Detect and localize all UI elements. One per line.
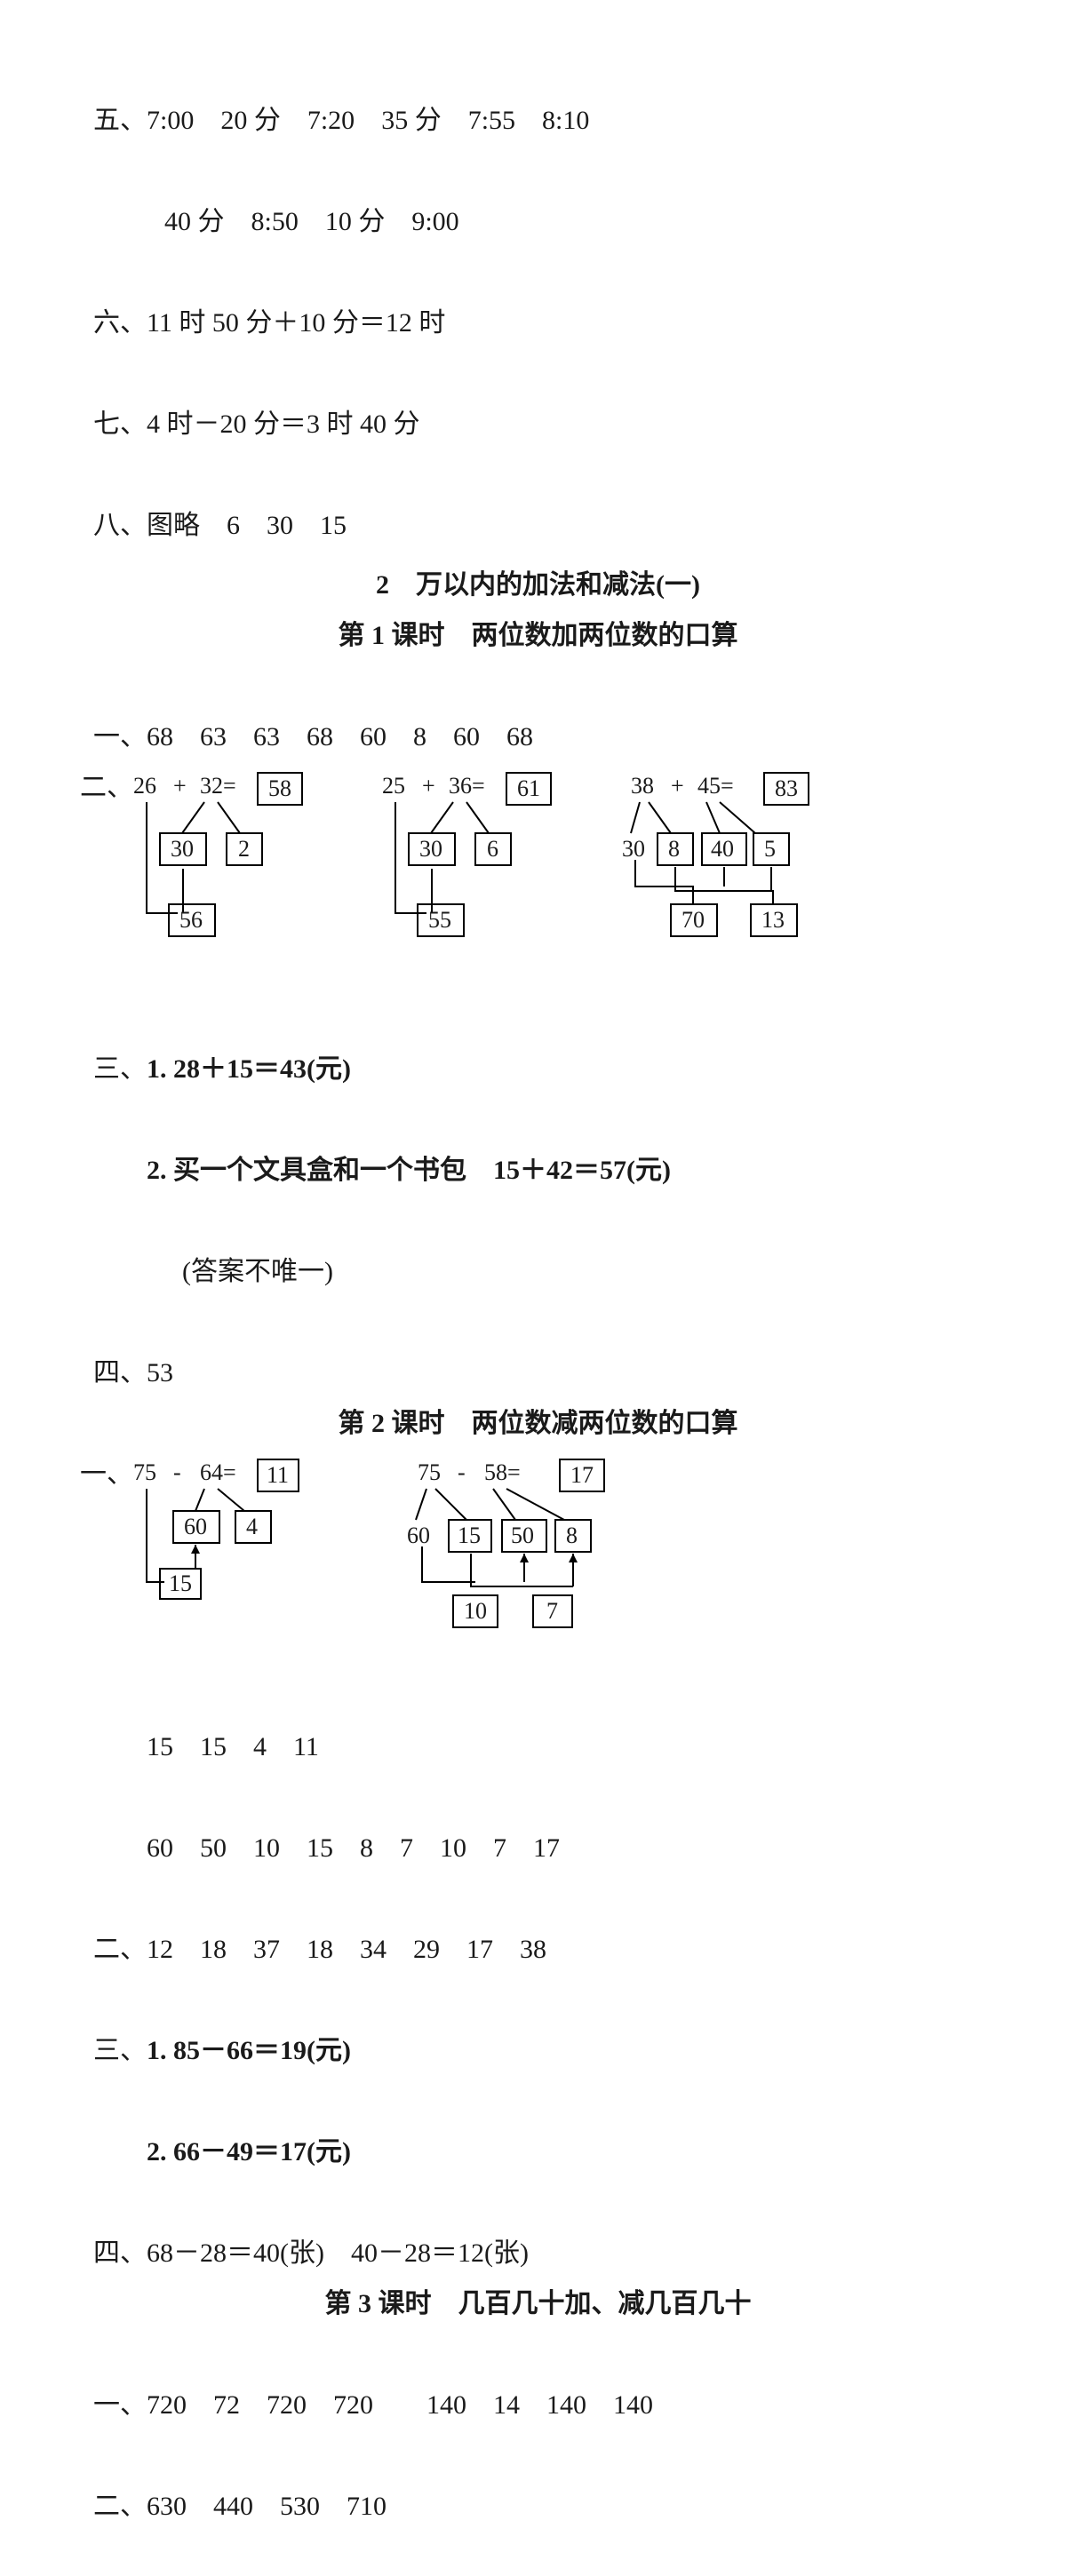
svg-text:50: 50	[511, 1523, 534, 1548]
l2-q1-d1: 75 - 64= 11 60 4 15	[133, 1458, 347, 1653]
l3-q1: 一、720 72 720 720 140 14 140 140	[80, 2329, 996, 2430]
l1-q3-p2b: (答案不唯一)	[80, 1196, 996, 1297]
svg-text:+: +	[173, 773, 187, 799]
svg-text:11: 11	[267, 1462, 289, 1488]
svg-text:13: 13	[761, 907, 785, 933]
l2-q1-d2: 75 - 58= 17 60 15 50 8 10 7	[418, 1458, 702, 1653]
l2-q1-diagrams: 75 - 64= 11 60 4 15 75 - 58= 17	[133, 1458, 702, 1653]
l1-q2-d3: 38 + 45= 83 30 8 40 5 70 13	[631, 771, 897, 975]
svg-text:55: 55	[428, 907, 451, 933]
l1-q2-label: 二、	[80, 762, 133, 813]
svg-text:64=: 64=	[200, 1459, 236, 1485]
svg-text:10: 10	[464, 1598, 487, 1624]
q7-line: 七、4 时－20 分＝3 时 40 分	[80, 348, 996, 449]
l1-q3-p1: 三、1. 28＋15＝43(元)	[80, 993, 996, 1094]
svg-text:5: 5	[764, 836, 776, 862]
l1-q2-d1: 26 + 32= 58 30 2 56	[133, 771, 347, 975]
svg-text:8: 8	[668, 836, 680, 862]
lesson3-title: 第 3 课时 几百几十加、减几百几十	[80, 2278, 996, 2329]
l3-q2-label: 二、	[93, 2492, 147, 2521]
l1-q4: 四、53	[80, 1297, 996, 1398]
svg-text:+: +	[671, 773, 684, 799]
svg-text:26: 26	[133, 773, 156, 799]
svg-text:17: 17	[570, 1462, 594, 1488]
svg-text:40: 40	[711, 836, 734, 862]
svg-text:70: 70	[681, 907, 705, 933]
l1-q4-label: 四、	[93, 1358, 147, 1387]
svg-text:15: 15	[458, 1523, 481, 1548]
svg-text:2: 2	[238, 836, 250, 862]
l1-q1: 一、68 63 63 68 60 8 60 68	[80, 661, 996, 762]
l2-q1-label: 一、	[80, 1449, 133, 1499]
svg-text:38: 38	[631, 773, 654, 799]
l1-q2-d2: 25 + 36= 61 30 6 55	[382, 771, 595, 975]
q8-line: 八、图略 6 30 15	[80, 449, 996, 551]
l3-q1-label: 一、	[93, 2390, 147, 2420]
l2-q2: 二、12 18 37 18 34 29 17 38	[80, 1873, 996, 1975]
svg-text:58=: 58=	[484, 1459, 521, 1485]
svg-text:83: 83	[775, 775, 798, 801]
lesson2-title: 第 2 课时 两位数减两位数的口算	[80, 1398, 996, 1449]
svg-text:60: 60	[407, 1523, 430, 1548]
svg-text:75: 75	[418, 1459, 441, 1485]
svg-text:58: 58	[268, 775, 291, 801]
q6-label: 六、	[93, 308, 147, 338]
svg-text:30: 30	[171, 836, 194, 862]
q5-row2: 40 分 8:50 10 分 9:00	[80, 146, 996, 247]
svg-text:-: -	[173, 1459, 181, 1485]
svg-text:15: 15	[169, 1570, 192, 1596]
svg-text:7: 7	[546, 1598, 558, 1624]
l2-q3-p2: 2. 66－49＝17(元)	[80, 2076, 996, 2177]
l2-q1-row3: 60 50 10 15 8 7 10 7 17	[80, 1772, 996, 1873]
svg-text:61: 61	[517, 775, 540, 801]
svg-text:32=: 32=	[200, 773, 236, 799]
section2-header: 2 万以内的加法和减法(一)	[80, 560, 996, 610]
svg-text:-: -	[458, 1459, 466, 1485]
q5-row1: 五、7:00 20 分 7:20 35 分 7:55 8:10	[80, 44, 996, 146]
q5-label: 五、	[93, 106, 147, 135]
svg-text:6: 6	[487, 836, 498, 862]
svg-text:30: 30	[622, 836, 645, 862]
lesson1-title: 第 1 课时 两位数加两位数的口算	[80, 610, 996, 661]
l2-q3-label: 三、	[93, 2036, 147, 2065]
l3-q2: 二、630 440 530 710	[80, 2430, 996, 2532]
l2-q4: 四、68－28＝40(张) 40－28＝12(张)	[80, 2177, 996, 2278]
l1-q1-label: 一、	[93, 722, 147, 751]
svg-text:60: 60	[184, 1514, 207, 1539]
svg-text:8: 8	[566, 1523, 578, 1548]
svg-text:30: 30	[419, 836, 442, 862]
l2-q2-label: 二、	[93, 1935, 147, 1964]
l2-q1-row2: 15 15 4 11	[80, 1671, 996, 1772]
l1-q2-diagrams: 26 + 32= 58 30 2 56 25 + 36= 61 30	[133, 771, 897, 975]
svg-text:4: 4	[246, 1514, 258, 1539]
svg-text:+: +	[422, 773, 435, 799]
svg-text:75: 75	[133, 1459, 156, 1485]
l2-q3-p1: 三、1. 85－66＝19(元)	[80, 1975, 996, 2076]
svg-text:25: 25	[382, 773, 405, 799]
q7-label: 七、	[93, 409, 147, 439]
svg-text:36=: 36=	[449, 773, 485, 799]
l1-q3-label: 三、	[93, 1054, 147, 1084]
l1-q3-p2a: 2. 买一个文具盒和一个书包 15＋42＝57(元)	[80, 1094, 996, 1196]
q6-line: 六、11 时 50 分＋10 分＝12 时	[80, 247, 996, 348]
q8-label: 八、	[93, 511, 147, 540]
l2-q4-label: 四、	[93, 2238, 147, 2268]
svg-text:45=: 45=	[697, 773, 734, 799]
svg-text:56: 56	[179, 907, 203, 933]
